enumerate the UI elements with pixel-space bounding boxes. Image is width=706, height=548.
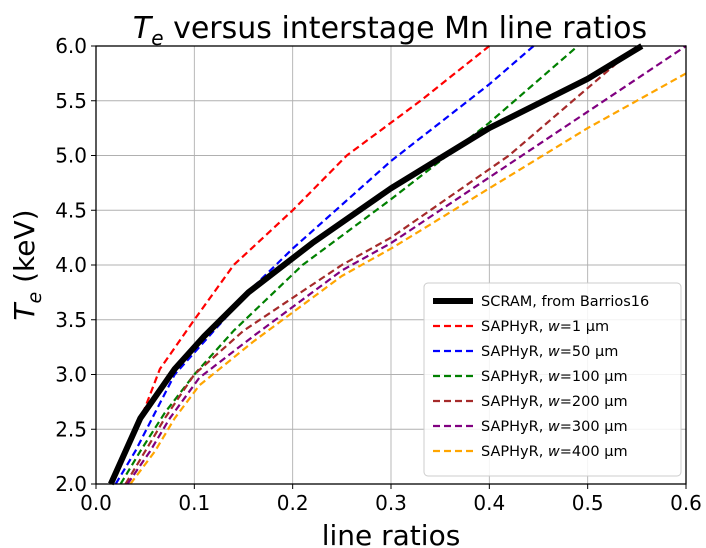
chart-title: Te versus interstage Mn line ratios — [133, 11, 647, 50]
y-tick-label: 3.0 — [55, 363, 87, 387]
y-tick-label: 5.5 — [55, 89, 87, 113]
x-tick-label: 0.1 — [178, 491, 210, 515]
series-line-0 — [108, 43, 644, 486]
y-tick-label: 2.0 — [55, 472, 87, 496]
series-line-2 — [114, 45, 535, 485]
series-line-4 — [124, 45, 638, 485]
series-line-5 — [126, 45, 687, 485]
x-tick-label: 0.0 — [80, 491, 112, 515]
series-layer — [108, 43, 687, 486]
y-axis-label: Te (keV) — [8, 209, 46, 320]
legend-label-1: SAPHyR, w=1 μm — [481, 319, 609, 335]
x-tick-label: 0.3 — [375, 491, 407, 515]
legend-label-5: SAPHyR, w=300 μm — [481, 419, 628, 435]
x-tick-label: 0.2 — [277, 491, 309, 515]
legend-box — [423, 282, 682, 477]
ticks: 0.0 0.1 0.2 0.3 0.4 0.5 0.6 2.0 2.5 3.0 3.5 4.0 4.5 5… — [55, 34, 702, 515]
x-tick-label: 0.4 — [473, 491, 505, 515]
y-tick-label: 2.5 — [55, 417, 87, 441]
legend-label-3: SAPHyR, w=100 μm — [481, 369, 628, 385]
x-tick-label: 0.6 — [670, 491, 702, 515]
y-tick-label: 4.5 — [55, 198, 87, 222]
x-axis-label: line ratios — [322, 519, 461, 548]
legend-label-0: SCRAM, from Barrios16 — [481, 294, 649, 310]
y-tick-label: 3.5 — [55, 308, 87, 332]
legend-label-2: SAPHyR, w=50 μm — [481, 344, 618, 360]
legend-label-6: SAPHyR, w=400 μm — [481, 444, 628, 460]
series-line-1 — [109, 45, 490, 485]
series-line-6 — [129, 72, 687, 485]
y-tick-label: 5.0 — [55, 144, 87, 168]
plot-area: 0.0 0.1 0.2 0.3 0.4 0.5 0.6 2.0 2.5 3.0 3.5 4.0 4.5 5… — [55, 34, 702, 515]
x-tick-label: 0.5 — [572, 491, 604, 515]
legend: SCRAM, from Barrios16 SAPHyR, w=1 μm SAPHy… — [423, 282, 682, 477]
y-tick-label: 6.0 — [55, 34, 87, 58]
y-tick-label: 4.0 — [55, 253, 87, 277]
legend-label-4: SAPHyR, w=200 μm — [481, 394, 628, 410]
